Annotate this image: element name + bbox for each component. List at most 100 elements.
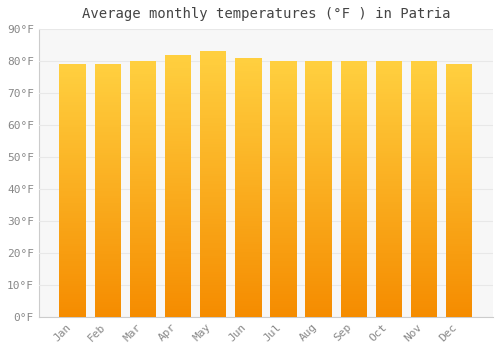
Bar	[200, 97, 226, 99]
Bar	[200, 126, 226, 128]
Bar	[165, 162, 191, 165]
Bar	[94, 112, 121, 115]
Bar	[411, 314, 438, 317]
Bar	[60, 304, 86, 307]
Bar	[340, 294, 367, 296]
Bar	[235, 262, 262, 265]
Bar	[235, 203, 262, 205]
Bar	[306, 260, 332, 263]
Bar	[340, 256, 367, 258]
Bar	[376, 266, 402, 268]
Bar	[340, 227, 367, 230]
Bar	[235, 250, 262, 252]
Bar	[200, 264, 226, 266]
Bar	[60, 125, 86, 127]
Bar	[60, 216, 86, 218]
Bar	[165, 170, 191, 173]
Bar	[270, 263, 296, 266]
Bar	[200, 152, 226, 155]
Bar	[130, 304, 156, 307]
Bar	[235, 164, 262, 167]
Bar	[376, 66, 402, 69]
Bar	[60, 213, 86, 216]
Bar	[376, 238, 402, 240]
Bar	[340, 219, 367, 222]
Bar	[60, 74, 86, 77]
Bar	[270, 97, 296, 99]
Bar	[60, 238, 86, 241]
Bar	[376, 191, 402, 194]
Bar	[94, 271, 121, 274]
Bar	[130, 82, 156, 84]
Bar	[200, 295, 226, 298]
Bar	[446, 274, 472, 276]
Bar	[200, 155, 226, 158]
Bar	[200, 158, 226, 160]
Bar	[60, 160, 86, 163]
Bar	[411, 110, 438, 112]
Bar	[60, 82, 86, 84]
Bar	[60, 208, 86, 211]
Bar	[446, 145, 472, 148]
Bar	[235, 120, 262, 122]
Bar	[340, 143, 367, 146]
Bar	[306, 199, 332, 202]
Bar	[165, 228, 191, 230]
Bar	[165, 246, 191, 248]
Bar	[60, 196, 86, 198]
Bar	[340, 84, 367, 86]
Bar	[446, 246, 472, 248]
Bar	[200, 226, 226, 229]
Bar	[200, 73, 226, 75]
Bar	[270, 156, 296, 158]
Bar	[165, 233, 191, 236]
Bar	[200, 112, 226, 115]
Bar	[376, 307, 402, 309]
Bar	[306, 296, 332, 299]
Bar	[165, 288, 191, 290]
Bar	[446, 168, 472, 170]
Bar	[94, 82, 121, 84]
Bar	[165, 220, 191, 222]
Bar	[270, 222, 296, 225]
Bar	[200, 134, 226, 136]
Bar	[340, 186, 367, 189]
Bar	[60, 241, 86, 244]
Bar	[94, 231, 121, 233]
Bar	[130, 212, 156, 215]
Bar	[376, 227, 402, 230]
Bar	[411, 150, 438, 153]
Bar	[130, 296, 156, 299]
Bar	[270, 240, 296, 243]
Bar	[411, 235, 438, 238]
Bar	[200, 70, 226, 73]
Bar	[60, 163, 86, 165]
Bar	[306, 138, 332, 140]
Bar	[340, 112, 367, 115]
Bar	[340, 286, 367, 289]
Bar	[376, 309, 402, 312]
Bar	[446, 165, 472, 168]
Bar	[270, 105, 296, 107]
Bar	[411, 248, 438, 250]
Bar	[130, 171, 156, 174]
Bar	[340, 284, 367, 286]
Bar	[340, 105, 367, 107]
Bar	[270, 279, 296, 281]
Bar	[200, 99, 226, 102]
Bar	[340, 115, 367, 117]
Bar	[306, 82, 332, 84]
Bar	[60, 142, 86, 145]
Bar	[411, 294, 438, 296]
Bar	[94, 254, 121, 256]
Bar	[446, 120, 472, 122]
Bar	[376, 76, 402, 79]
Bar	[446, 279, 472, 281]
Bar	[376, 79, 402, 82]
Bar	[306, 166, 332, 168]
Bar	[200, 205, 226, 208]
Bar	[306, 238, 332, 240]
Bar	[165, 278, 191, 280]
Bar	[411, 217, 438, 219]
Bar	[270, 148, 296, 150]
